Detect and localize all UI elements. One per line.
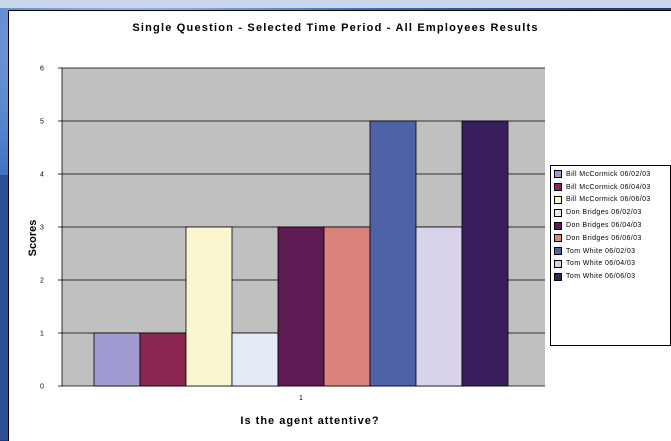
legend-label: Tom White 06/06/03 (566, 273, 636, 281)
legend-label: Bill McCormick 06/02/03 (566, 170, 651, 178)
legend-swatch (554, 183, 562, 192)
bar (185, 226, 233, 387)
y-tick-label: 1 (40, 331, 44, 338)
y-tick-label: 3 (40, 225, 44, 232)
legend-swatch (554, 170, 562, 179)
legend-label: Don Bridges 06/04/03 (566, 222, 642, 230)
legend-item: Don Bridges 06/04/03 (554, 219, 670, 232)
legend-item: Bill McCormick 06/04/03 (554, 181, 670, 194)
legend-label: Don Bridges 06/02/03 (566, 209, 642, 217)
legend-swatch (554, 195, 562, 204)
legend-swatch (554, 247, 562, 256)
legend-item: Tom White 06/04/03 (554, 258, 670, 271)
legend-item: Tom White 06/02/03 (554, 245, 670, 258)
legend-item: Don Bridges 06/06/03 (554, 232, 670, 245)
x-axis-label: Is the agent attentive? (240, 415, 379, 427)
legend-label: Tom White 06/02/03 (566, 247, 636, 255)
chart-legend: Bill McCormick 06/02/03 Bill McCormick 06… (550, 165, 671, 346)
bar (323, 226, 371, 387)
x-axis-ticks: 1 (299, 395, 303, 402)
bar (461, 120, 509, 387)
bar (231, 332, 279, 387)
y-tick-label: 2 (40, 278, 44, 285)
bars (93, 120, 509, 387)
y-tick-label: 5 (40, 119, 44, 126)
legend-item: Tom White 06/06/03 (554, 270, 670, 283)
legend-swatch (554, 221, 562, 230)
bar (369, 120, 417, 387)
y-tick-label: 4 (40, 172, 44, 179)
legend-swatch (554, 208, 562, 217)
bar (277, 226, 325, 387)
legend-label: Bill McCormick 06/06/03 (566, 196, 651, 204)
bar (139, 332, 187, 387)
y-tick-label: 6 (40, 66, 44, 73)
legend-label: Tom White 06/04/03 (566, 260, 636, 268)
legend-item: Don Bridges 06/02/03 (554, 206, 670, 219)
legend-item: Bill McCormick 06/06/03 (554, 194, 670, 207)
y-axis-ticks: 0 1 2 3 4 5 6 (40, 66, 63, 391)
legend-swatch (554, 259, 562, 268)
bar (415, 226, 463, 387)
legend-swatch (554, 272, 562, 281)
y-tick-label: 0 (40, 384, 44, 391)
legend-swatch (554, 234, 562, 243)
background-sidebar-strip (0, 175, 8, 440)
bar (93, 332, 141, 387)
x-tick-label: 1 (299, 395, 303, 402)
legend-label: Don Bridges 06/06/03 (566, 234, 642, 242)
legend-item: Bill McCormick 06/02/03 (554, 168, 670, 181)
background-titlebar (0, 0, 671, 8)
legend-label: Bill McCormick 06/04/03 (566, 183, 651, 191)
y-axis-label: Scores (27, 220, 39, 257)
chart-title: Single Question - Selected Time Period -… (132, 22, 539, 34)
